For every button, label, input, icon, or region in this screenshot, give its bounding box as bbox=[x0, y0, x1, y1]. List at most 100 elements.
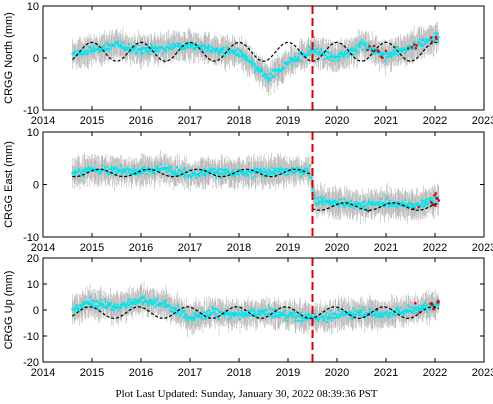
observed-point bbox=[129, 168, 132, 171]
observed-point bbox=[290, 314, 293, 317]
observed-point bbox=[154, 305, 157, 308]
observed-point bbox=[341, 52, 344, 55]
observed-point bbox=[340, 198, 343, 201]
observed-point bbox=[361, 315, 364, 318]
observed-point bbox=[401, 48, 404, 51]
observed-point bbox=[131, 302, 134, 305]
observed-point bbox=[144, 48, 147, 51]
observed-point bbox=[278, 169, 281, 172]
observed-point bbox=[321, 198, 324, 201]
observed-point bbox=[176, 42, 179, 45]
observed-point bbox=[261, 309, 264, 312]
observed-point bbox=[119, 164, 122, 167]
observed-point bbox=[191, 172, 194, 175]
observed-point bbox=[136, 171, 139, 174]
observed-point bbox=[286, 319, 289, 322]
observed-point bbox=[191, 44, 194, 47]
observed-point bbox=[144, 168, 147, 171]
observed-point bbox=[229, 311, 232, 314]
x-tick-label: 2015 bbox=[80, 115, 104, 127]
observed-point bbox=[99, 304, 102, 307]
observed-point bbox=[418, 38, 421, 41]
observed-point bbox=[104, 49, 107, 52]
observed-point bbox=[394, 50, 397, 53]
observed-point bbox=[226, 168, 229, 171]
observed-point bbox=[395, 307, 398, 310]
observed-point bbox=[144, 299, 147, 302]
observed-point bbox=[155, 299, 158, 302]
observed-point bbox=[385, 56, 388, 59]
observed-point bbox=[220, 168, 223, 171]
observed-point bbox=[417, 202, 420, 205]
observed-point bbox=[112, 305, 115, 308]
observed-point bbox=[411, 306, 414, 309]
observed-point bbox=[310, 176, 313, 179]
observed-point bbox=[228, 312, 231, 315]
observed-point bbox=[201, 312, 204, 315]
observed-point bbox=[193, 318, 196, 321]
observed-point bbox=[163, 168, 166, 171]
observed-point bbox=[302, 52, 305, 55]
observed-point bbox=[179, 46, 182, 49]
observed-point bbox=[167, 167, 170, 170]
observed-point bbox=[152, 300, 155, 303]
observed-point bbox=[292, 60, 295, 63]
y-tick-label: -10 bbox=[23, 232, 39, 244]
observed-point bbox=[186, 43, 189, 46]
observed-point bbox=[92, 167, 95, 170]
observed-point bbox=[408, 310, 411, 313]
observed-point bbox=[399, 312, 402, 315]
observed-point bbox=[95, 48, 98, 51]
observed-point bbox=[351, 49, 354, 52]
observed-point bbox=[98, 48, 101, 51]
observed-point bbox=[364, 45, 367, 48]
recent-point bbox=[432, 308, 435, 311]
observed-point bbox=[391, 314, 394, 317]
observed-point bbox=[207, 46, 210, 49]
observed-point bbox=[436, 304, 439, 307]
observed-point bbox=[419, 308, 422, 311]
observed-point bbox=[296, 167, 299, 170]
observed-point bbox=[206, 46, 209, 49]
observed-point bbox=[154, 169, 157, 172]
observed-point bbox=[271, 316, 274, 319]
observed-point bbox=[412, 47, 415, 50]
observed-point bbox=[395, 308, 398, 311]
observed-point bbox=[107, 301, 110, 304]
observed-point bbox=[191, 319, 194, 322]
observed-point bbox=[146, 51, 149, 54]
observed-point bbox=[231, 170, 234, 173]
observed-point bbox=[83, 52, 86, 55]
observed-point bbox=[74, 170, 77, 173]
observed-point bbox=[283, 310, 286, 313]
observed-point bbox=[258, 310, 261, 313]
observed-point bbox=[202, 45, 205, 48]
observed-point bbox=[336, 317, 339, 320]
observed-point bbox=[217, 308, 220, 311]
observed-point bbox=[166, 166, 169, 169]
recent-point bbox=[377, 50, 380, 53]
observed-point bbox=[421, 306, 424, 309]
observed-point bbox=[275, 169, 278, 172]
observed-point bbox=[201, 173, 204, 176]
observed-point bbox=[428, 199, 431, 202]
observed-point bbox=[360, 311, 363, 314]
observed-point bbox=[153, 45, 156, 48]
observed-point bbox=[301, 316, 304, 319]
observed-point bbox=[270, 73, 273, 76]
observed-point bbox=[384, 59, 387, 62]
observed-point bbox=[436, 32, 439, 35]
observed-point bbox=[271, 68, 274, 71]
observed-point bbox=[273, 167, 276, 170]
observed-point bbox=[194, 42, 197, 45]
observed-point bbox=[397, 203, 400, 206]
observed-point bbox=[389, 315, 392, 318]
observed-point bbox=[401, 50, 404, 53]
observed-point bbox=[291, 315, 294, 318]
observed-point bbox=[386, 196, 389, 199]
observed-point bbox=[232, 168, 235, 171]
observed-point bbox=[395, 52, 398, 55]
observed-point bbox=[113, 174, 116, 177]
observed-point bbox=[256, 313, 259, 316]
observed-point bbox=[377, 204, 380, 207]
